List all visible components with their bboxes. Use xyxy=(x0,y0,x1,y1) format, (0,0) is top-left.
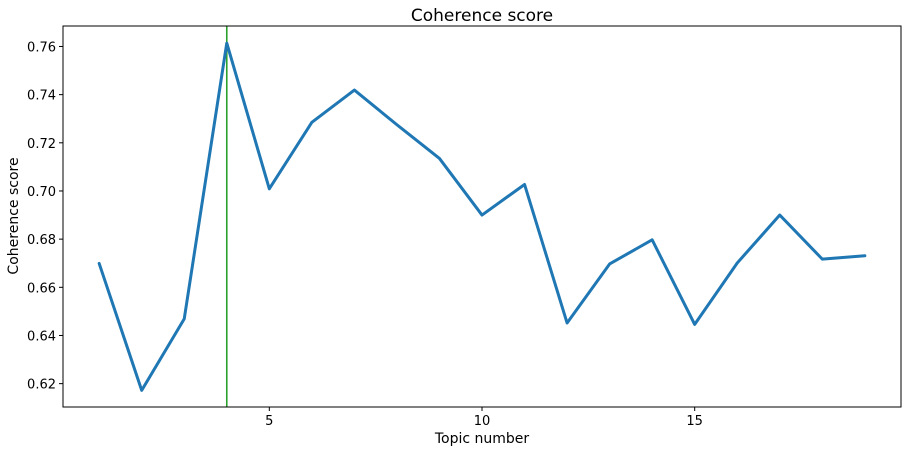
x-tick-label: 10 xyxy=(474,414,491,429)
y-axis: 0.62 0.64 0.66 0.68 0.70 0.72 0.74 0.76 xyxy=(27,40,63,393)
y-tick-label: 0.74 xyxy=(27,89,56,104)
y-tick-label: 0.64 xyxy=(27,329,56,344)
x-tick-label: 15 xyxy=(686,414,703,429)
y-tick-label: 0.62 xyxy=(27,378,56,393)
y-axis-title: Coherence score xyxy=(6,157,22,274)
y-tick-label: 0.76 xyxy=(27,40,56,55)
y-tick-label: 0.72 xyxy=(27,137,56,152)
x-axis-title: Topic number xyxy=(434,431,530,447)
y-tick-label: 0.66 xyxy=(27,281,56,296)
coherence-series-line xyxy=(97,41,867,392)
y-tick-label: 0.68 xyxy=(27,233,56,248)
y-tick-label: 0.70 xyxy=(27,185,56,200)
x-tick-label: 5 xyxy=(265,414,273,429)
x-axis: 5 10 15 xyxy=(265,407,703,429)
chart-title: Coherence score xyxy=(411,6,553,26)
